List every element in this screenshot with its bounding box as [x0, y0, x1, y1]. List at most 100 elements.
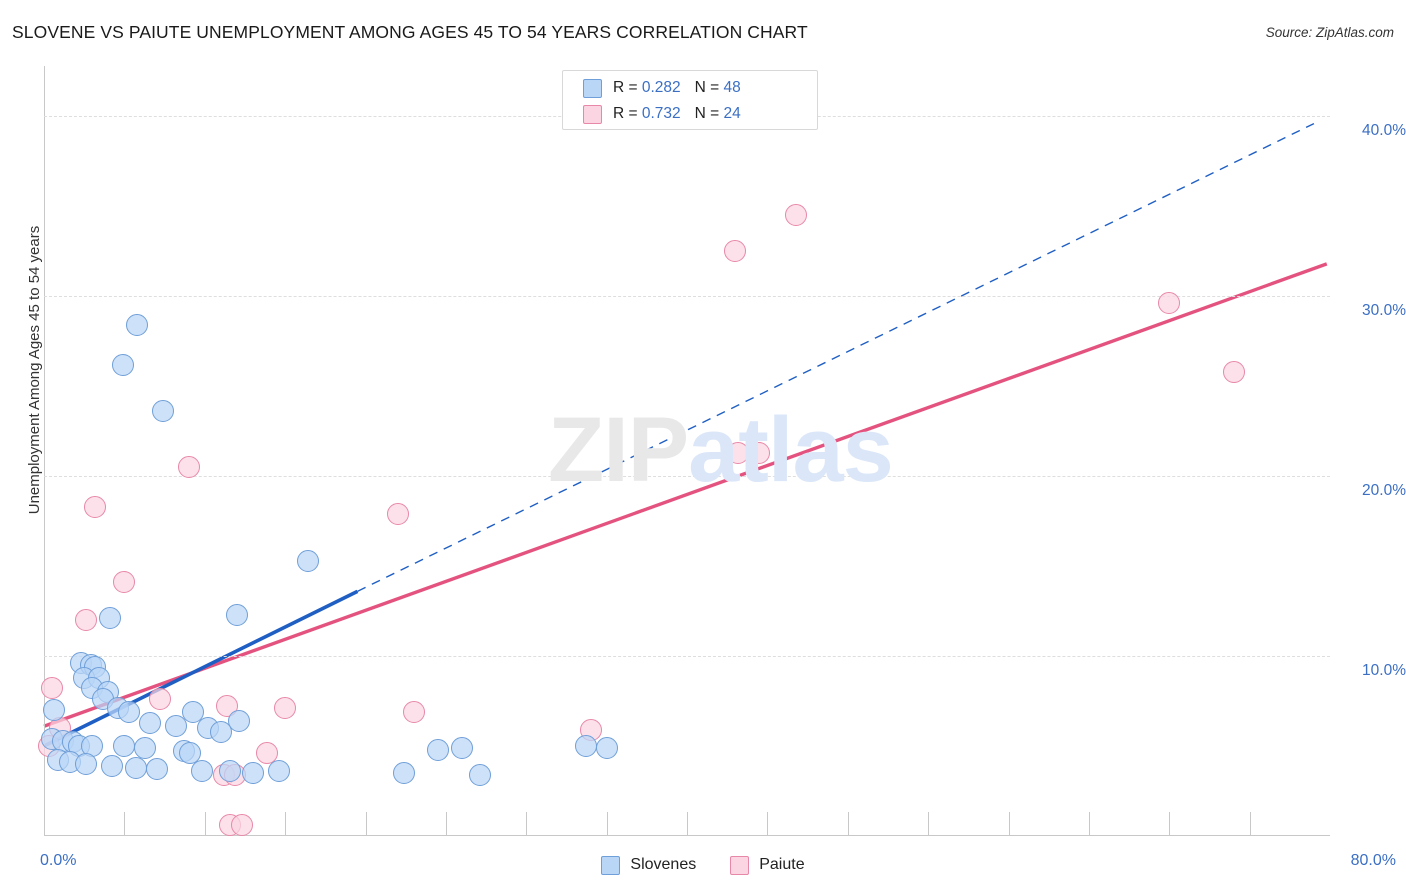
data-point-slovenes — [468, 763, 491, 786]
legend-row-paiute: R = 0.732 N = 24 — [583, 101, 741, 127]
data-point-slovenes — [182, 700, 205, 723]
y-axis-tick-label: 40.0% — [1362, 122, 1406, 140]
x-axis-tick — [526, 812, 528, 836]
legend-r-label-pink: R = — [613, 105, 642, 122]
legend-stats-pink: R = 0.732 N = 24 — [613, 105, 741, 123]
x-axis-tick — [1169, 812, 1171, 836]
data-point-slovenes — [139, 711, 162, 734]
y-axis-tick-label: 10.0% — [1362, 662, 1406, 680]
x-axis-tick — [124, 812, 126, 836]
data-point-paiute — [748, 441, 771, 464]
legend-swatch-blue — [583, 78, 602, 98]
data-point-slovenes — [100, 754, 123, 777]
trendline-slovenes-extension — [357, 122, 1315, 592]
data-point-paiute — [402, 700, 425, 723]
legend-n-label-pink: N = — [694, 105, 724, 122]
x-axis-tick — [1008, 812, 1010, 836]
data-point-slovenes — [241, 762, 264, 785]
data-point-paiute — [256, 742, 279, 765]
legend-r-value-pink: 0.732 — [641, 105, 681, 122]
data-point-slovenes — [595, 736, 618, 759]
x-axis-tick — [687, 812, 688, 836]
data-point-slovenes — [393, 762, 416, 785]
x-axis-tick — [847, 812, 849, 836]
legend-row-slovenes: R = 0.282 N = 48 — [583, 75, 741, 101]
page-title: SLOVENE VS PAIUTE UNEMPLOYMENT AMONG AGE… — [12, 22, 808, 42]
data-point-paiute — [386, 502, 409, 525]
legend-r-value-blue: 0.282 — [641, 79, 681, 96]
data-point-slovenes — [219, 760, 242, 783]
data-point-paiute — [1222, 360, 1245, 383]
data-point-slovenes — [164, 715, 187, 738]
y-axis-tick-label: 30.0% — [1362, 302, 1406, 320]
data-point-slovenes — [98, 607, 121, 630]
x-axis-tick — [606, 812, 608, 836]
series-swatch-paiute — [730, 855, 750, 875]
data-point-slovenes — [209, 720, 232, 743]
data-point-slovenes — [124, 756, 147, 779]
plot-area: 10.0% 20.0% 30.0% 40.0% — [37, 66, 1406, 837]
data-point-slovenes — [111, 353, 134, 376]
x-axis-tick — [928, 812, 930, 836]
x-axis-tick — [1088, 812, 1090, 836]
gridline-y-10 — [44, 656, 1330, 658]
legend-n-value-blue: 48 — [723, 79, 741, 96]
data-point-slovenes — [225, 603, 248, 626]
data-point-slovenes — [145, 758, 168, 781]
legend-stats-blue: R = 0.282 N = 48 — [613, 79, 741, 97]
data-point-slovenes — [450, 736, 473, 759]
trendline-paiute — [43, 262, 1328, 728]
data-point-paiute — [230, 814, 253, 837]
series-legend-item-slovenes[interactable]: Slovenes — [601, 855, 697, 875]
data-point-paiute — [274, 697, 297, 720]
legend-n-value-pink: 24 — [723, 105, 741, 122]
series-swatch-slovenes — [601, 855, 621, 875]
x-axis-max-label: 80.0% — [1350, 852, 1396, 869]
series-legend-item-paiute[interactable]: Paiute — [730, 855, 805, 875]
data-point-slovenes — [574, 735, 597, 758]
x-axis-tick — [1249, 812, 1251, 836]
x-axis-tick — [767, 812, 769, 836]
legend-swatch-pink — [583, 104, 602, 124]
data-point-slovenes — [426, 738, 449, 761]
series-label-slovenes: Slovenes — [630, 856, 697, 873]
data-point-slovenes — [118, 700, 141, 723]
x-axis-tick — [365, 812, 367, 836]
data-point-slovenes — [296, 549, 319, 572]
gridline-y-20 — [44, 476, 1330, 478]
data-point-slovenes — [151, 400, 174, 423]
data-point-slovenes — [179, 742, 202, 765]
x-axis-tick — [445, 812, 447, 836]
y-axis-line — [44, 66, 45, 836]
series-label-paiute: Paiute — [759, 856, 805, 873]
data-point-paiute — [785, 204, 808, 227]
data-point-slovenes — [134, 736, 157, 759]
trendline-slovenes — [43, 589, 359, 748]
plot-svg-layer — [43, 122, 1328, 748]
x-axis-min-label: 0.0% — [40, 852, 77, 869]
x-axis-tick — [204, 812, 206, 836]
y-axis-tick-label: 20.0% — [1362, 482, 1406, 500]
data-point-paiute — [74, 609, 97, 632]
data-point-slovenes — [42, 699, 65, 722]
legend-n-label-blue: N = — [694, 79, 724, 96]
data-point-paiute — [113, 571, 136, 594]
data-point-paiute — [41, 677, 64, 700]
data-point-slovenes — [190, 760, 213, 783]
data-point-paiute — [724, 240, 747, 263]
x-axis-tick — [285, 812, 287, 836]
data-point-paiute — [1158, 292, 1181, 315]
data-point-slovenes — [74, 753, 97, 776]
source-attribution: Source: ZipAtlas.com — [1265, 25, 1394, 40]
gridline-y-30 — [44, 296, 1330, 298]
data-point-slovenes — [126, 314, 149, 337]
data-point-paiute — [84, 495, 107, 518]
series-legend: Slovenes Paiute — [0, 850, 1406, 880]
data-point-paiute — [177, 456, 200, 479]
data-point-paiute — [148, 688, 171, 711]
data-point-slovenes — [267, 760, 290, 783]
correlation-legend: R = 0.282 N = 48 R = 0.732 N = 24 — [562, 70, 818, 130]
legend-r-label-blue: R = — [613, 79, 642, 96]
data-point-slovenes — [227, 709, 250, 732]
